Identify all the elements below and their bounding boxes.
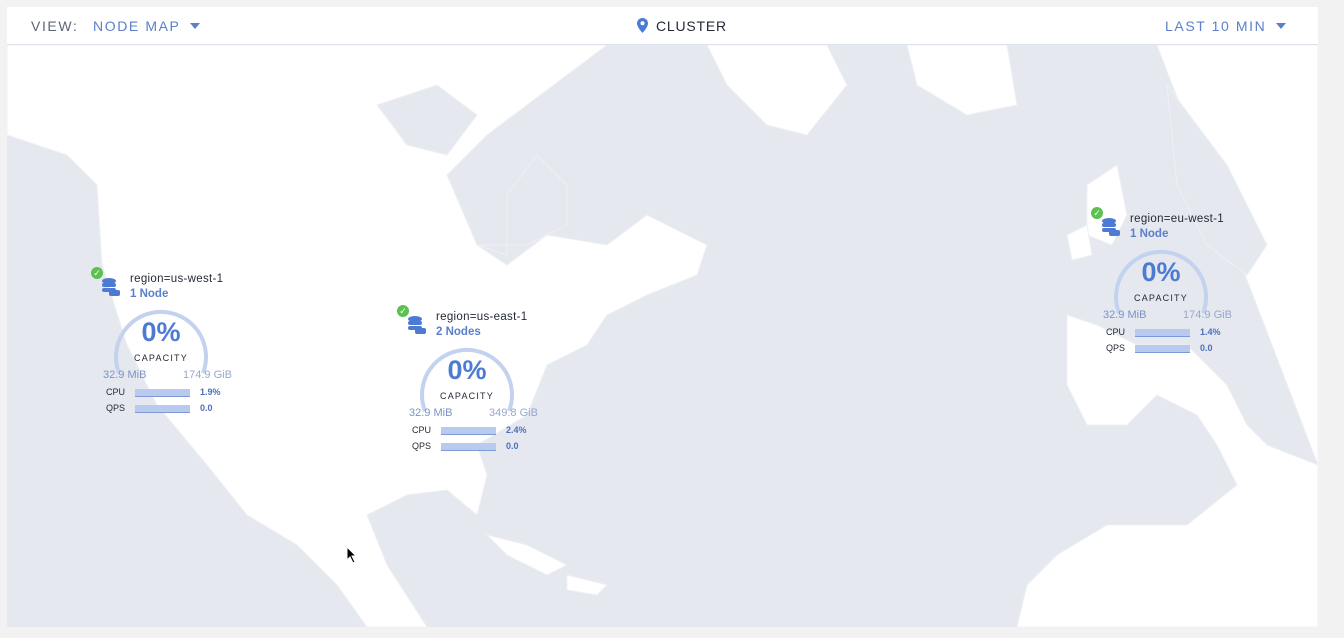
qps-label: QPS	[1106, 343, 1126, 353]
node-count: 1 Node	[1130, 228, 1169, 240]
cpu-value: 2.4%	[506, 425, 527, 435]
total-storage: 174.9 GiB	[183, 369, 232, 381]
qps-label: QPS	[412, 441, 432, 451]
cpu-label: CPU	[106, 387, 126, 397]
mouse-cursor-icon	[346, 546, 358, 564]
cpu-sparkline	[135, 389, 190, 397]
healthy-check-icon: ✓	[1091, 207, 1103, 219]
chevron-down-icon	[1276, 23, 1287, 29]
qps-sparkline	[441, 443, 496, 451]
view-dropdown[interactable]: NODE MAP	[93, 18, 201, 34]
node-map-panel: VIEW: NODE MAP CLUSTER LAST 10 MIN ✓ reg…	[7, 7, 1318, 627]
cpu-label: CPU	[412, 425, 432, 435]
total-storage: 349.8 GiB	[489, 407, 538, 419]
toolbar: VIEW: NODE MAP CLUSTER LAST 10 MIN	[7, 7, 1318, 45]
cpu-label: CPU	[1106, 327, 1126, 337]
location-pin-icon	[637, 18, 648, 33]
qps-label: QPS	[106, 403, 126, 413]
view-label: VIEW:	[31, 18, 79, 34]
healthy-check-icon: ✓	[397, 305, 409, 317]
cluster-label: CLUSTER	[656, 18, 727, 34]
region-name: region=eu-west-1	[1130, 213, 1224, 225]
database-icon	[1102, 218, 1120, 236]
used-storage: 32.9 MiB	[1103, 309, 1147, 321]
qps-sparkline	[1135, 345, 1190, 353]
view-dropdown-value: NODE MAP	[93, 18, 181, 34]
region-name: region=us-east-1	[436, 311, 528, 323]
cpu-value: 1.4%	[1200, 327, 1221, 337]
capacity-percent: 0%	[1141, 257, 1181, 287]
database-icon	[408, 316, 426, 334]
time-range-dropdown[interactable]: LAST 10 MIN	[1165, 18, 1287, 34]
qps-value: 0.0	[200, 403, 213, 413]
node-count: 2 Nodes	[436, 326, 481, 338]
qps-sparkline	[135, 405, 190, 413]
qps-value: 0.0	[506, 441, 519, 451]
database-icon	[102, 278, 120, 296]
used-storage: 32.9 MiB	[103, 369, 147, 381]
node-count: 1 Node	[130, 288, 169, 300]
cpu-value: 1.9%	[200, 387, 221, 397]
cluster-breadcrumb[interactable]: CLUSTER	[637, 18, 727, 34]
region-name: region=us-west-1	[130, 273, 224, 285]
capacity-percent: 0%	[447, 355, 487, 385]
capacity-label: CAPACITY	[440, 391, 494, 401]
capacity-label: CAPACITY	[1134, 293, 1188, 303]
capacity-gauge	[420, 347, 514, 412]
capacity-label: CAPACITY	[134, 353, 188, 363]
chevron-down-icon	[190, 23, 201, 29]
healthy-check-icon: ✓	[91, 267, 103, 279]
capacity-gauge	[1114, 249, 1208, 314]
time-range-value: LAST 10 MIN	[1165, 18, 1267, 34]
used-storage: 32.9 MiB	[409, 407, 453, 419]
world-map[interactable]	[7, 45, 1318, 627]
capacity-gauge	[114, 309, 208, 374]
cpu-sparkline	[441, 427, 496, 435]
qps-value: 0.0	[1200, 343, 1213, 353]
capacity-percent: 0%	[141, 317, 181, 347]
cpu-sparkline	[1135, 329, 1190, 337]
total-storage: 174.9 GiB	[1183, 309, 1232, 321]
